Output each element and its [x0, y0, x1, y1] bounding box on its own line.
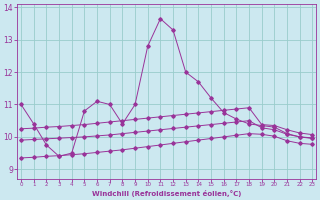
- X-axis label: Windchill (Refroidissement éolien,°C): Windchill (Refroidissement éolien,°C): [92, 190, 241, 197]
